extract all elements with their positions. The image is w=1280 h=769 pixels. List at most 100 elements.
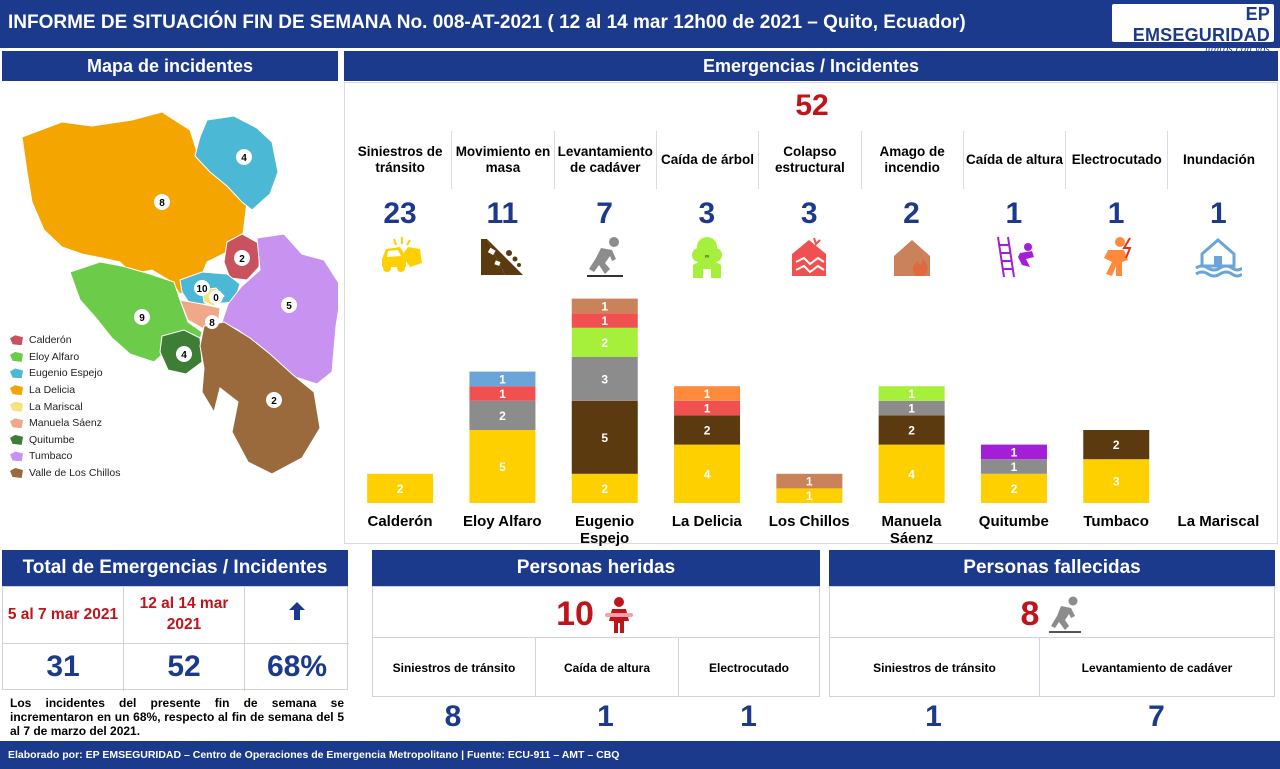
bar-segment-label: 1	[704, 402, 711, 416]
bar-segment-label: 2	[1011, 482, 1018, 496]
category-count: 3	[800, 197, 818, 230]
bar-segment-label: 2	[908, 424, 915, 438]
legend-label: Quitumbe	[29, 433, 75, 446]
bar-segment	[674, 415, 741, 445]
injured-cat-2: Caída de altura	[535, 637, 678, 697]
district-label: Quitumbe	[978, 513, 1049, 530]
district-label: Eugenio Espejo	[575, 513, 635, 548]
injured-cat-1: Siniestros de tránsito	[373, 637, 535, 697]
legend-swatch	[10, 401, 23, 412]
bar-segment	[980, 444, 1047, 460]
emergencies-panel: 5 2 Siniestros de tránsito 2 3 Movimiento en…	[344, 82, 1278, 547]
map-region-valle-los-chillos	[199, 321, 321, 475]
injured-val-1: 8	[444, 700, 462, 733]
bar-segment-label: 5	[499, 460, 506, 474]
injured-panel: 10 Siniestros de tránsito Caída de altur…	[372, 586, 820, 697]
bar-segment	[469, 430, 536, 503]
bar-segment-label: 1	[806, 489, 813, 503]
logo-text: EP EMSEGURIDAD	[1132, 4, 1270, 45]
category-label: Amago de incendio	[860, 131, 963, 189]
bar-segment	[571, 400, 638, 474]
bar-segment	[674, 400, 741, 416]
bar-segment	[980, 459, 1047, 474]
report-title: INFORME DE SITUACIÓN FIN DE SEMANA No. 0…	[8, 12, 966, 33]
district-label: Calderón	[367, 513, 433, 530]
category-count: 3	[698, 197, 716, 230]
map-legend: Calderón Eloy Alfaro Eugenio Espejo La Deli…	[10, 332, 120, 481]
legend-label: Manuela Sáenz	[29, 417, 102, 430]
legend-label: Eloy Alfaro	[29, 350, 80, 363]
map-count-markers: 8 4 2 9 5 4 2 8 0 10	[134, 149, 297, 408]
map-marker-la-mariscal: 0	[209, 290, 223, 304]
district-label: Manuela Sáenz	[881, 513, 942, 548]
flood-icon	[1167, 233, 1269, 281]
map-marker-tumbaco: 5	[281, 297, 297, 313]
svg-text:9: 9	[139, 313, 145, 324]
category-count: 1	[1005, 197, 1023, 230]
logo-signature: juntos con vos	[1204, 45, 1270, 55]
totals-title: Total de Emergencias / Incidentes	[2, 550, 348, 586]
deceased-title: Personas fallecidas	[829, 550, 1275, 586]
change-percent: 68%	[266, 650, 328, 683]
district-label: La Mariscal	[1177, 513, 1260, 530]
injured-total: 10	[373, 595, 819, 634]
bar-segment-label: 4	[908, 467, 915, 481]
bar-segment-label: 1	[1011, 445, 1018, 459]
map-marker-eugenio-espejo-center: 10	[194, 280, 210, 296]
bar-segment	[571, 327, 638, 357]
landslide-icon	[451, 233, 553, 281]
totals-table: 5 al 7 mar 2021 12 al 14 mar 2021 31 52 …	[2, 586, 349, 691]
totals-note: Los incidentes del presente fin de seman…	[10, 696, 344, 739]
category-label: Siniestros de tránsito	[357, 143, 443, 175]
legend-swatch	[10, 434, 23, 445]
map-marker-manuela-saenz: 8	[205, 315, 219, 329]
bar-segment-label: 1	[601, 299, 608, 313]
legend-label: Valle de Los Chillos	[29, 467, 121, 480]
svg-text:10: 10	[196, 284, 208, 295]
arrow-up-icon	[245, 591, 349, 631]
bar-segment	[469, 371, 536, 387]
prev-period-value: 31	[46, 650, 80, 683]
legend-label: La Mariscal	[29, 400, 83, 413]
category-count: 1	[1210, 197, 1227, 230]
emseguridad-logo: EP EMSEGURIDAD juntos con vos	[1112, 4, 1274, 55]
bar-segment	[980, 473, 1047, 503]
injured-val-2: 1	[597, 700, 614, 733]
category-label: Electrocutado	[1065, 131, 1167, 189]
legend-item: Manuela Sáenz	[10, 415, 120, 432]
bar-segment	[878, 400, 945, 416]
category-count: 7	[596, 197, 613, 230]
legend-item: Valle de Los Chillos	[10, 465, 120, 482]
legend-swatch	[10, 368, 23, 379]
legend-swatch	[10, 451, 23, 462]
bar-segment-label: 1	[806, 475, 813, 489]
injured-cat-3: Electrocutado	[678, 637, 819, 697]
fall-from-height-icon	[963, 233, 1065, 281]
car-crash-icon	[349, 233, 451, 281]
bar-segment-label: 2	[704, 424, 711, 438]
structural-collapse-icon	[758, 233, 860, 281]
bar-segment-label: 3	[1113, 475, 1120, 489]
bar-segment-label: 2	[1113, 438, 1120, 452]
category-label: Colapso estructural	[758, 131, 860, 189]
svg-text:0: 0	[213, 293, 219, 304]
category-label: Movimiento en masa	[451, 131, 553, 189]
bar-segment	[1083, 459, 1150, 503]
map-marker-eloy-alfaro: 9	[134, 309, 150, 325]
map-marker-eugenio-espejo-north: 4	[236, 149, 252, 165]
bar-segment	[878, 386, 945, 401]
legend-swatch	[10, 335, 23, 346]
map-region-eugenio-espejo-north	[194, 115, 279, 211]
emergencies-title: Emergencias / Incidentes	[344, 51, 1278, 81]
curr-period-label: 12 al 14 mar 2021	[139, 595, 229, 633]
legend-item: Eugenio Espejo	[10, 365, 120, 382]
bar-segment	[878, 444, 945, 503]
bar-segment	[469, 400, 536, 430]
map-marker-quitumbe: 4	[176, 346, 192, 362]
deceased-cat-1: Siniestros de tránsito	[830, 637, 1039, 697]
bar-segment	[776, 473, 843, 489]
bar-segment-label: 5	[601, 431, 608, 445]
falling-tree-icon	[656, 233, 758, 281]
fallen-person-icon	[1049, 596, 1082, 633]
